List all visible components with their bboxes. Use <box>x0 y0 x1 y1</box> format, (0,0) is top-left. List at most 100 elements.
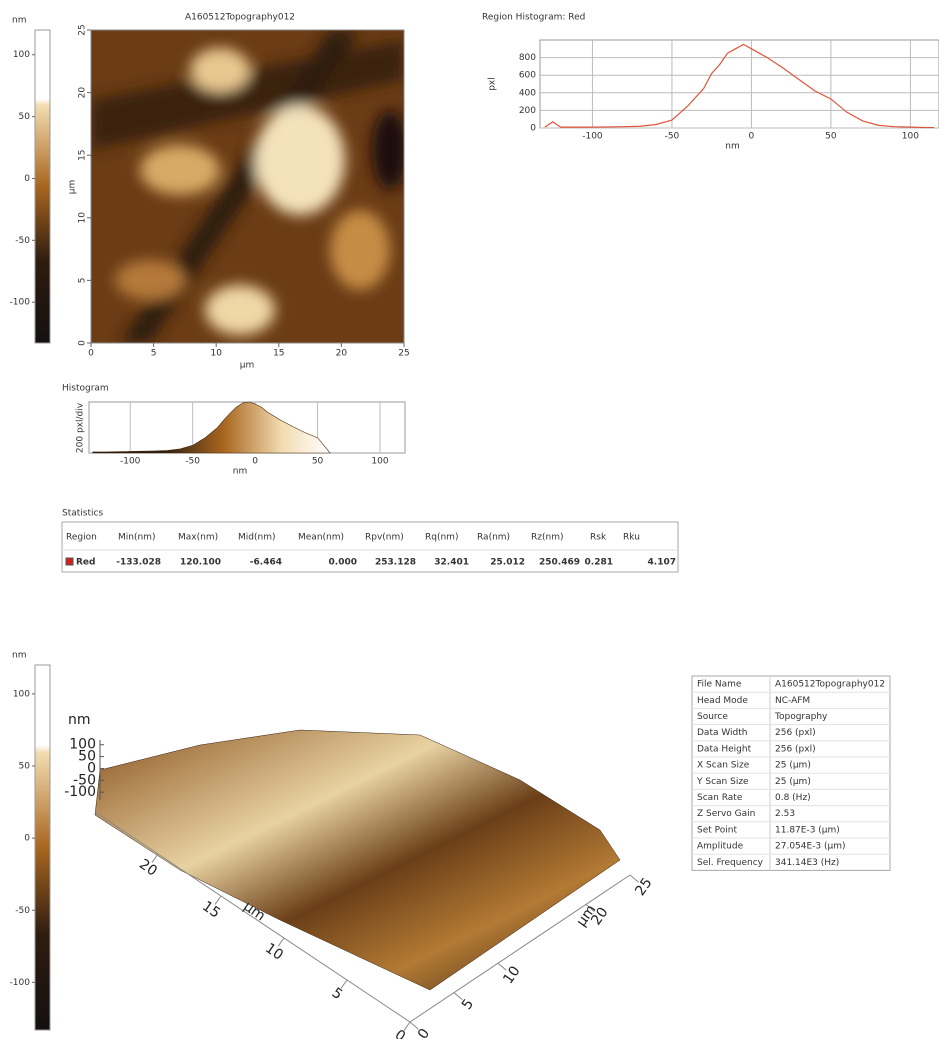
axis-tick <box>410 1022 418 1029</box>
table-header: Rpv(nm) <box>365 533 404 543</box>
info-value: NC-AFM <box>775 696 810 706</box>
y-axis-label: µm <box>68 180 78 195</box>
axis-tick-label: 25 <box>632 875 655 899</box>
colorbar-tick-label: -50 <box>15 236 30 246</box>
info-value: 341.14E3 (Hz) <box>775 858 839 868</box>
surface-3d <box>95 730 620 990</box>
info-key: Set Point <box>697 825 737 835</box>
info-key: Data Width <box>697 728 748 738</box>
table-header: Mid(nm) <box>238 533 275 543</box>
x-axis-label: nm <box>233 467 247 477</box>
x-tick-label: -50 <box>665 132 680 142</box>
x-tick-label: 100 <box>371 457 388 467</box>
table-header: Rz(nm) <box>531 533 563 543</box>
colorbar-tick-label: 100 <box>13 689 30 699</box>
table-cell: Red <box>76 558 95 568</box>
table-cell: 0.000 <box>329 558 357 568</box>
table-header: Rku <box>623 533 640 543</box>
info-value: 0.8 (Hz) <box>775 793 811 803</box>
axis-tick <box>630 875 638 882</box>
y-tick-label: 400 <box>519 88 536 98</box>
table-cell: 253.128 <box>375 558 416 568</box>
colorbar-tick-label: -50 <box>15 906 30 916</box>
x-tick-label: 15 <box>273 349 284 359</box>
info-value: 25 (µm) <box>775 777 811 787</box>
x-tick-label: 100 <box>902 132 919 142</box>
x-tick-label: -50 <box>185 457 200 467</box>
axis-tick-label: 10 <box>262 940 286 963</box>
y-tick-label: 800 <box>519 53 536 63</box>
info-key: Sel. Frequency <box>697 858 764 868</box>
x-tick-label: 0 <box>88 349 94 359</box>
info-value: 25 (µm) <box>775 761 811 771</box>
topography-image <box>91 30 408 343</box>
info-key: Data Height <box>697 744 752 754</box>
image-title: A160512Topography012 <box>185 13 295 23</box>
x-tick-label: -100 <box>120 457 141 467</box>
info-value: Topography <box>774 712 828 722</box>
colorbar-tick-label: -100 <box>10 978 31 988</box>
x-tick-label: 20 <box>336 349 348 359</box>
info-key: Amplitude <box>697 842 744 852</box>
info-key: Source <box>697 712 728 722</box>
info-key: Z Servo Gain <box>697 809 755 819</box>
plot-frame <box>540 40 939 128</box>
colorbar-tick-label: -100 <box>10 298 31 308</box>
info-key: Y Scan Size <box>696 777 749 787</box>
table-cell: 25.012 <box>490 558 525 568</box>
region-swatch <box>66 558 73 565</box>
colorbar-unit: nm <box>12 16 26 26</box>
axis-tick-label: 10 <box>500 963 523 987</box>
y-tick-label: 600 <box>519 71 536 81</box>
table-cell: 120.100 <box>180 558 221 568</box>
axis-label: µm <box>573 902 599 930</box>
table-cell: -6.464 <box>250 558 282 568</box>
screen: nm100500-50-100nm100500-50-100A160512Top… <box>0 0 939 1039</box>
y-tick-label: 20 <box>78 87 88 99</box>
panel-title: Statistics <box>62 509 103 519</box>
y-tick-label: 200 <box>519 106 536 116</box>
y-tick-label: 0 <box>530 124 536 134</box>
table-cell: 4.107 <box>648 558 676 568</box>
x-tick-label: -100 <box>582 132 603 142</box>
x-tick-label: 5 <box>151 349 157 359</box>
y-tick-label: 5 <box>78 278 88 284</box>
table-header: Mean(nm) <box>298 533 344 543</box>
x-axis-label: nm <box>725 142 739 152</box>
table-header: Ra(nm) <box>477 533 510 543</box>
table-cell: -133.028 <box>116 558 161 568</box>
info-value: 256 (pxl) <box>775 744 816 754</box>
axis-tick-label: 15 <box>199 898 223 921</box>
colorbar-tick-label: 0 <box>24 834 30 844</box>
info-key: Head Mode <box>697 696 748 706</box>
panel-title: Histogram <box>62 384 109 394</box>
z-tick-label: -100 <box>64 784 96 800</box>
info-value: 11.87E-3 (µm) <box>775 825 840 835</box>
y-axis-label: pxl <box>488 77 498 91</box>
table-cell: 250.469 <box>539 558 580 568</box>
axis-tick-label: 0 <box>415 1026 433 1039</box>
x-tick-label: 0 <box>749 132 755 142</box>
table-cell: 0.281 <box>585 558 613 568</box>
table-header: Min(nm) <box>118 533 155 543</box>
colorbar-unit: nm <box>12 651 26 661</box>
axis-tick-label: 5 <box>459 996 477 1012</box>
y-tick-label: 15 <box>78 149 88 160</box>
y-tick-label: 0 <box>78 340 88 346</box>
x-tick-label: 10 <box>210 349 222 359</box>
axis-tick-label: 20 <box>136 856 160 879</box>
x-tick-label: 50 <box>312 457 324 467</box>
y-tick-label: 25 <box>78 24 88 35</box>
x-tick-label: 50 <box>825 132 837 142</box>
table-header: Rsk <box>590 533 607 543</box>
axis-tick <box>454 993 462 1000</box>
colorbar <box>35 665 50 1030</box>
table-header: Region <box>66 533 97 543</box>
colorbar <box>35 30 50 343</box>
info-value: 27.054E-3 (µm) <box>775 842 846 852</box>
table-header: Max(nm) <box>178 533 218 543</box>
colorbar-tick-label: 50 <box>19 112 31 122</box>
info-value: A160512Topography012 <box>775 680 885 690</box>
info-key: File Name <box>697 680 742 690</box>
axis-tick-label: 5 <box>329 985 345 1003</box>
